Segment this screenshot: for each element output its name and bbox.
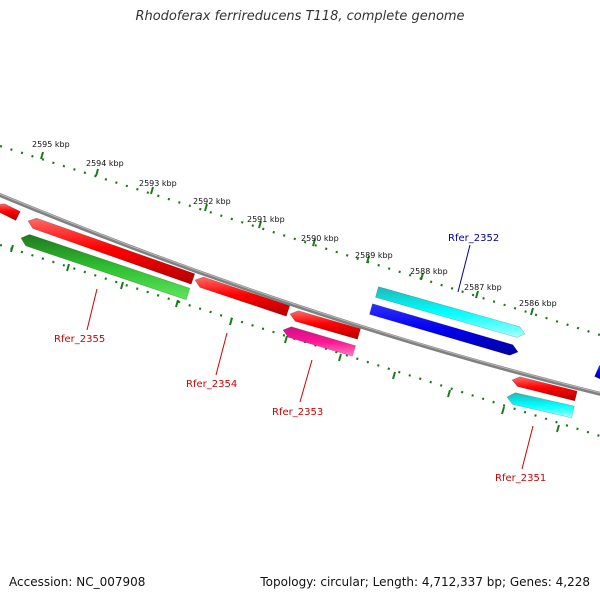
kbp-label: 2592 kbp	[193, 197, 231, 206]
gene-label[interactable]: Rfer_2354	[186, 379, 237, 390]
outer-ruler-tick	[366, 255, 370, 264]
gene-arrow-9[interactable]	[506, 392, 575, 419]
kbp-label: 2587 kbp	[464, 283, 502, 292]
gene-arrow-3[interactable]	[194, 276, 291, 317]
kbp-label: 2586 kbp	[519, 299, 557, 308]
kbp-label: 2590 kbp	[301, 234, 339, 243]
outer-ruler-tick	[40, 151, 44, 160]
backbone-layer	[0, 192, 600, 396]
genome-backbone-highlight	[0, 193, 600, 394]
inner-ruler-tick	[392, 371, 396, 380]
outer-ruler-tick	[530, 307, 534, 316]
genome-summary-text: Topology: circular; Length: 4,712,337 bp…	[260, 575, 590, 589]
outer-ruler-tick	[204, 203, 208, 212]
inner-ruler-tick	[175, 299, 179, 308]
inner-ruler-tick	[556, 424, 560, 433]
gene-label-leader	[521, 425, 534, 470]
gene-label-leader	[215, 332, 228, 376]
map-title: Rhodoferax ferrireducens T118, complete …	[135, 9, 465, 24]
inner-ruler-tick	[338, 353, 342, 362]
gene-arrow-0[interactable]	[0, 203, 21, 221]
outer-ruler-tick	[475, 290, 479, 299]
gene-label[interactable]: Rfer_2355	[54, 334, 105, 345]
gene-arrow-8[interactable]	[511, 376, 578, 402]
inner-ruler-tick	[66, 263, 70, 272]
outer-ruler-tick	[258, 220, 262, 229]
inner-ruler-tick	[10, 244, 14, 253]
outer-ruler-tick	[150, 186, 154, 195]
kbp-label: 2589 kbp	[355, 251, 393, 260]
gene-arrow-2[interactable]	[20, 234, 191, 301]
label-layer: Rfer_2355 Rfer_2354 Rfer_2353 Rfer_2352 Rfer…	[54, 233, 546, 484]
inner-ruler-tick	[501, 406, 505, 415]
ruler-layer: 2595 kbp 2594 kbp 2593 kbp 2592 kbp 2591 kbp…	[0, 140, 600, 438]
gene-arrow-4[interactable]	[289, 310, 361, 340]
kbp-label: 2594 kbp	[86, 159, 124, 168]
gene-arrow-6[interactable]	[375, 286, 526, 338]
gene-arrow-1[interactable]	[27, 217, 196, 285]
inner-ruler-tick	[447, 389, 451, 398]
gene-label-leader	[299, 359, 313, 403]
gene-label[interactable]: Rfer_2353	[272, 407, 323, 418]
kbp-label: 2591 kbp	[247, 215, 285, 224]
gene-arrow-7[interactable]	[369, 303, 519, 356]
inner-ruler-tick	[284, 335, 288, 344]
gene-label-leader	[457, 244, 471, 293]
gene-arrow-5[interactable]	[282, 326, 356, 357]
kbp-label: 2588 kbp	[410, 267, 448, 276]
kbp-label: 2595 kbp	[32, 140, 70, 149]
outer-ruler-tick	[312, 238, 316, 247]
inner-ruler-tick	[229, 317, 233, 326]
gene-label[interactable]: Rfer_2351	[495, 473, 546, 484]
genome-backbone	[0, 192, 600, 396]
gene-arrow-10[interactable]	[594, 365, 600, 380]
kbp-label: 2593 kbp	[139, 179, 177, 188]
gene-label-leader	[86, 288, 98, 331]
gene-layer	[0, 203, 600, 419]
accession-text: Accession: NC_007908	[9, 575, 146, 589]
gene-label[interactable]: Rfer_2352	[448, 233, 499, 244]
outer-ruler-tick	[95, 168, 99, 177]
inner-ruler-tick	[120, 281, 124, 290]
outer-ruler-tick	[420, 272, 424, 281]
